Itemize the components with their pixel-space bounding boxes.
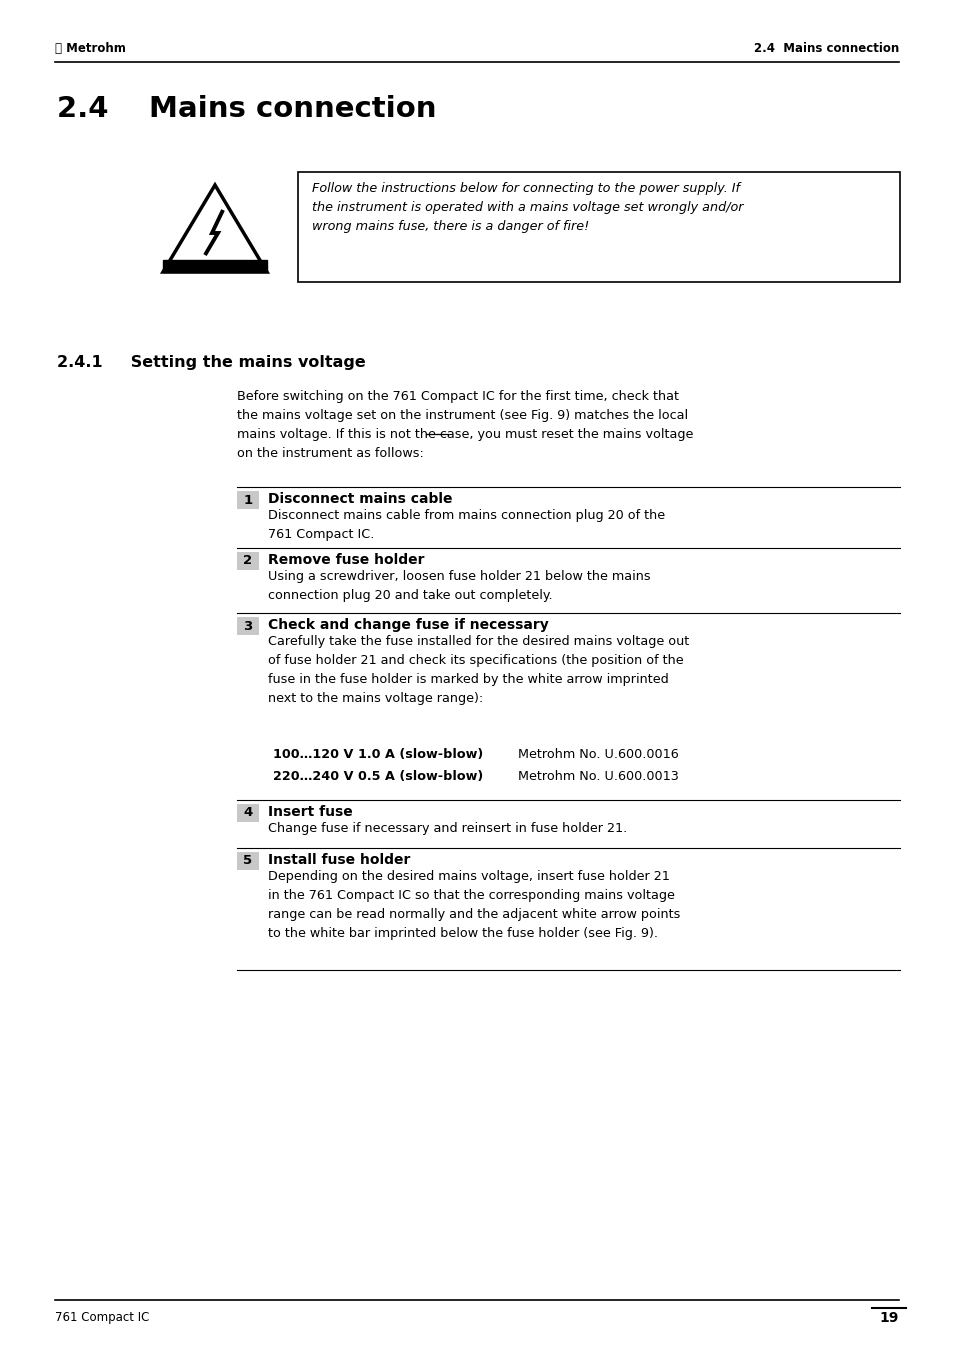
Text: Disconnect mains cable from mains connection plug 20 of the
761 Compact IC.: Disconnect mains cable from mains connec… [268, 509, 664, 540]
Bar [236, 490, 258, 509]
Text: Remove fuse holder: Remove fuse holder [268, 553, 424, 567]
Text: Metrohm No. U.600.0013: Metrohm No. U.600.0013 [517, 770, 679, 784]
Text: 4: 4 [243, 807, 253, 820]
Bar [297, 172, 899, 282]
Text: Install fuse holder: Install fuse holder [268, 852, 410, 867]
Text: Using a screwdriver, loosen fuse holder 21 below the mains
connection plug 20 an: Using a screwdriver, loosen fuse holder … [268, 570, 650, 603]
Text: 19: 19 [879, 1310, 898, 1325]
Text: Ⓜ Metrohm: Ⓜ Metrohm [55, 42, 126, 54]
Text: 2.4  Mains connection: 2.4 Mains connection [753, 42, 898, 54]
Text: Carefully take the fuse installed for the desired mains voltage out
of fuse hold: Carefully take the fuse installed for th… [268, 635, 688, 705]
Text: Insert fuse: Insert fuse [268, 805, 353, 819]
Text: Depending on the desired mains voltage, insert fuse holder 21
in the 761 Compact: Depending on the desired mains voltage, … [268, 870, 679, 940]
Text: Check and change fuse if necessary: Check and change fuse if necessary [268, 617, 548, 632]
Text: 761 Compact IC: 761 Compact IC [55, 1312, 150, 1324]
Text: 2.4.1     Setting the mains voltage: 2.4.1 Setting the mains voltage [57, 355, 365, 370]
Text: Before switching on the 761 Compact IC for the first time, check that
the mains : Before switching on the 761 Compact IC f… [236, 390, 693, 459]
Bar [236, 553, 258, 570]
Bar [236, 804, 258, 821]
Text: Metrohm No. U.600.0016: Metrohm No. U.600.0016 [517, 748, 678, 761]
Text: Disconnect mains cable: Disconnect mains cable [268, 492, 452, 507]
Text: 2.4    Mains connection: 2.4 Mains connection [57, 95, 436, 123]
Bar [236, 852, 258, 870]
Text: 2: 2 [243, 554, 253, 567]
Text: 5: 5 [243, 854, 253, 867]
Text: 100…120 V: 100…120 V [273, 748, 353, 761]
Bar [236, 617, 258, 635]
Text: 0.5 A (slow-blow): 0.5 A (slow-blow) [357, 770, 483, 784]
Text: 1.0 A (slow-blow): 1.0 A (slow-blow) [357, 748, 483, 761]
Polygon shape [163, 259, 267, 272]
Text: 1: 1 [243, 493, 253, 507]
Text: Change fuse if necessary and reinsert in fuse holder 21.: Change fuse if necessary and reinsert in… [268, 821, 626, 835]
Text: Follow the instructions below for connecting to the power supply. If
the instrum: Follow the instructions below for connec… [312, 182, 742, 232]
Text: 220…240 V: 220…240 V [273, 770, 354, 784]
Text: 3: 3 [243, 620, 253, 632]
